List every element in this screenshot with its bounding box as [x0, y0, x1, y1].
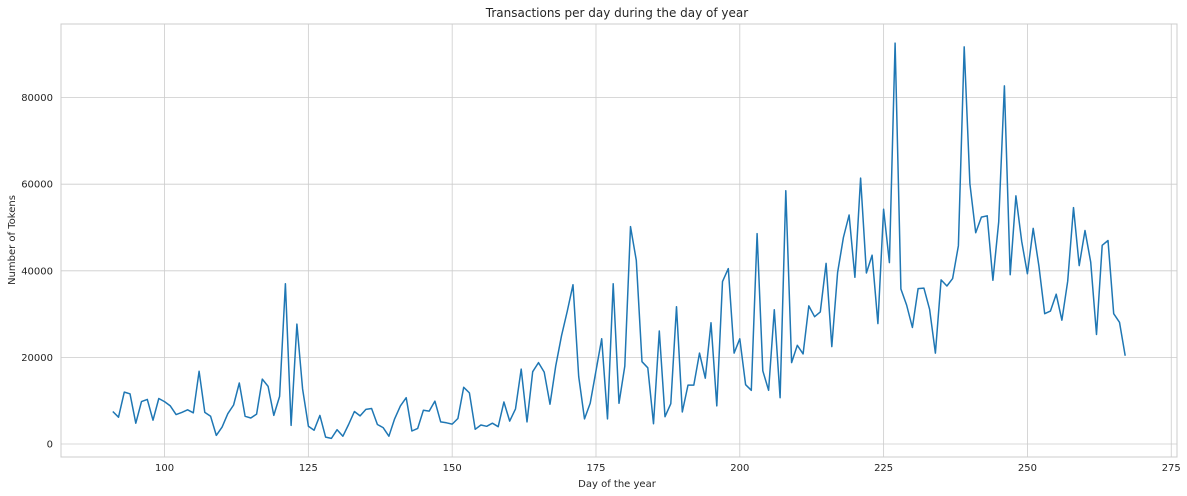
chart-title: Transactions per day during the day of y…: [485, 6, 748, 20]
x-axis-label: Day of the year: [578, 479, 657, 490]
x-tick-label: 125: [299, 463, 318, 474]
x-tick-label: 225: [874, 463, 893, 474]
y-tick-label: 80000: [21, 93, 53, 104]
x-tick-label: 250: [1018, 463, 1037, 474]
x-tick-labels: 100 125 150 175 200 225 250 275: [155, 463, 1181, 474]
plot-frame: [60, 23, 1178, 458]
x-tick-label: 100: [155, 463, 174, 474]
y-axis-label: Number of Tokens: [7, 195, 18, 285]
y-tick-label: 20000: [21, 353, 53, 364]
y-tick-label: 60000: [21, 180, 53, 191]
x-tick-label: 200: [730, 463, 749, 474]
x-tick-label: 150: [443, 463, 462, 474]
y-tick-label: 0: [47, 440, 53, 451]
x-tick-label: 175: [586, 463, 605, 474]
series-layer: [112, 42, 1126, 440]
x-tick-label: 275: [1162, 463, 1181, 474]
grid-lines: [61, 24, 1177, 457]
y-tick-label: 40000: [21, 266, 53, 277]
y-tick-labels: 0 20000 40000 60000 80000: [21, 93, 53, 450]
series-line: [112, 42, 1126, 440]
